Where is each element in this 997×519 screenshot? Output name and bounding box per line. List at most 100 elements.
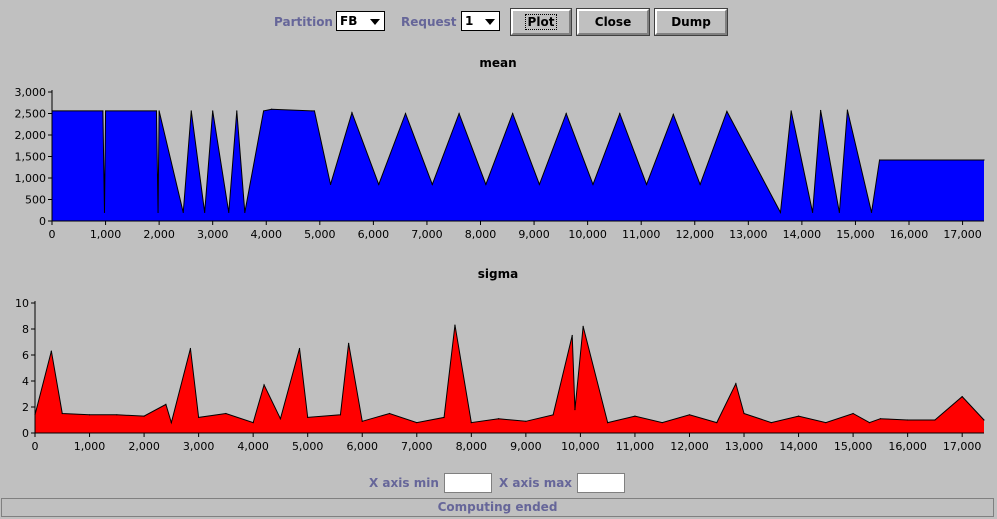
x-tick-label: 2,000: [128, 440, 160, 453]
data-point: [339, 414, 342, 416]
data-point: [88, 414, 91, 416]
data-point: [934, 419, 936, 421]
data-point: [155, 110, 158, 112]
x-tick-label: 14,000: [779, 440, 818, 453]
x-tick-label: 12,000: [676, 228, 715, 241]
partition-value: FB: [340, 14, 358, 28]
data-point: [868, 422, 871, 424]
data-point: [252, 422, 254, 424]
request-select[interactable]: 1: [461, 11, 500, 31]
x-tick-label: 12,000: [670, 440, 709, 453]
x-tick-label: 5,000: [304, 228, 336, 241]
data-point: [116, 414, 118, 416]
data-point: [961, 396, 963, 398]
plot-button[interactable]: Plot: [510, 8, 572, 36]
request-value: 1: [465, 14, 474, 28]
data-point: [388, 412, 391, 415]
chevron-down-icon: [370, 19, 380, 25]
y-tick-label: 8: [22, 323, 29, 336]
data-point: [470, 422, 472, 424]
x-tick-label: 17,000: [943, 228, 982, 241]
data-point: [983, 419, 985, 421]
data-point: [279, 418, 282, 420]
data-point: [779, 211, 782, 213]
data-point: [236, 110, 238, 112]
y-tick-label: 10: [15, 297, 29, 310]
data-point: [525, 420, 527, 422]
data-point: [497, 418, 500, 420]
data-point: [143, 415, 145, 417]
dump-button[interactable]: Dump: [654, 8, 728, 36]
data-point: [225, 412, 227, 415]
data-point: [538, 183, 541, 186]
x-tick-label: 10,000: [561, 440, 600, 453]
data-point: [726, 110, 728, 112]
x-axis-max-label: X axis max: [499, 476, 573, 490]
data-point: [307, 416, 309, 418]
data-point: [820, 109, 822, 112]
y-tick-label: 6: [22, 349, 29, 362]
x-axis-min-input[interactable]: [444, 473, 492, 493]
data-point: [157, 211, 159, 213]
data-point: [158, 110, 160, 112]
data-point: [512, 112, 514, 115]
data-point: [348, 342, 350, 344]
x-axis-max-input[interactable]: [577, 473, 625, 493]
data-point: [790, 110, 792, 112]
data-point: [743, 412, 745, 415]
x-tick-label: 3,000: [197, 228, 229, 241]
data-point: [431, 183, 433, 186]
x-tick-label: 8,000: [465, 228, 497, 241]
close-button-label: Close: [594, 15, 632, 29]
data-point: [838, 211, 840, 213]
data-point: [182, 211, 184, 213]
data-point: [645, 183, 648, 186]
data-point: [878, 159, 881, 161]
data-point: [454, 324, 456, 326]
data-point: [672, 113, 674, 115]
data-point: [825, 422, 827, 424]
data-point: [582, 325, 584, 327]
x-tick-label: 4,000: [237, 440, 269, 453]
series-area: [52, 109, 984, 221]
x-tick-label: 6,000: [358, 228, 390, 241]
data-point: [262, 110, 265, 112]
data-point: [416, 422, 418, 424]
data-point: [699, 183, 701, 186]
x-tick-label: 7,000: [401, 440, 433, 453]
data-point: [983, 159, 985, 161]
x-tick-label: 0: [32, 440, 39, 453]
data-point: [688, 414, 691, 416]
partition-select[interactable]: FB: [336, 11, 385, 31]
x-axis-min-label: X axis min: [369, 476, 439, 490]
data-point: [102, 110, 104, 112]
data-point: [870, 211, 873, 213]
x-tick-label: 16,000: [888, 440, 927, 453]
y-tick-label: 0: [39, 215, 46, 228]
data-point: [797, 415, 800, 417]
y-tick-label: 2,500: [15, 108, 47, 121]
data-point: [458, 112, 460, 115]
data-point: [574, 409, 576, 411]
x-tick-label: 4,000: [251, 228, 283, 241]
x-tick-label: 15,000: [836, 228, 875, 241]
data-point: [443, 416, 445, 418]
toolbar: Partition FB Request 1 Plot Close Dump: [0, 8, 997, 36]
request-label: Request: [401, 15, 457, 29]
chart-title: sigma: [478, 267, 518, 281]
data-point: [735, 383, 737, 385]
x-tick-label: 14,000: [783, 228, 822, 241]
data-point: [592, 183, 594, 186]
sigma-chart: sigma 0 2 4 6 8 10 0 1,000 2,000 3,000 4,000 5,000 6,…: [15, 267, 985, 453]
data-point: [50, 350, 52, 352]
data-point: [770, 422, 772, 424]
data-point: [204, 211, 206, 213]
data-point: [329, 183, 332, 186]
data-point: [485, 183, 487, 186]
data-point: [571, 334, 573, 337]
data-point: [104, 110, 107, 112]
data-point: [619, 112, 621, 115]
status-bar: Computing ended: [1, 498, 994, 517]
close-button[interactable]: Close: [576, 8, 650, 36]
partition-label: Partition: [274, 15, 333, 29]
